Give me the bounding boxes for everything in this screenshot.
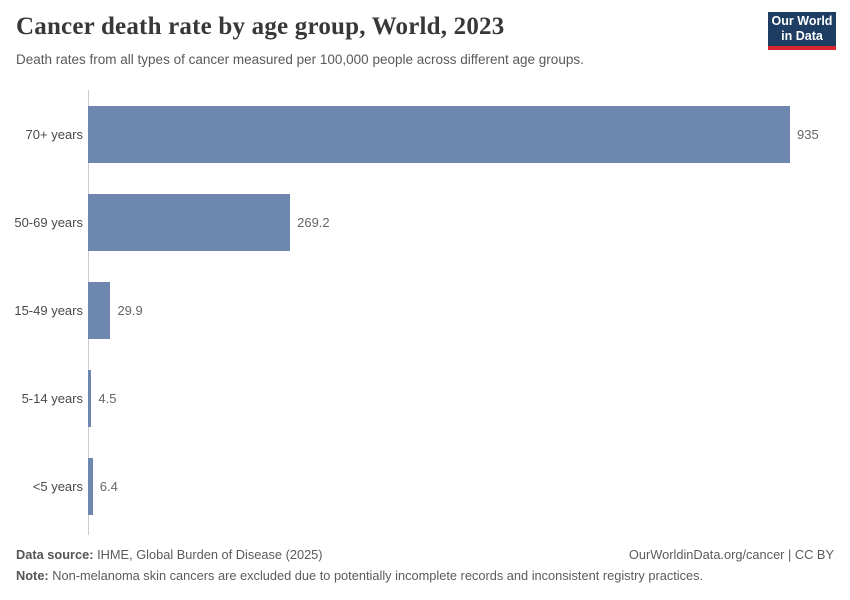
bar-area: 29.9: [88, 281, 143, 339]
bar-area: 6.4: [88, 457, 118, 515]
bar[interactable]: [88, 193, 291, 251]
data-source-text: IHME, Global Burden of Disease (2025): [93, 547, 323, 562]
chart-footer: Data source: IHME, Global Burden of Dise…: [16, 545, 834, 585]
category-label: 70+ years: [25, 126, 83, 142]
footnote-label: Note:: [16, 568, 49, 584]
value-label: 29.9: [117, 302, 143, 318]
category-label: 50-69 years: [14, 214, 83, 230]
footnote-text: Non-melanoma skin cancers are excluded d…: [48, 568, 704, 584]
category-label: 15-49 years: [14, 302, 83, 318]
owid-logo-line1: Our World: [771, 14, 833, 28]
bar-row: 5-14 years 4.5: [0, 354, 850, 442]
category-label: <5 years: [32, 478, 83, 494]
bar-row: 15-49 years 29.9: [0, 266, 850, 354]
owid-logo: Our World in Data: [768, 12, 836, 50]
category-label: 5-14 years: [21, 390, 83, 406]
license-link[interactable]: OurWorldinData.org/cancer | CC BY: [628, 547, 834, 562]
bar-row: 70+ years 935: [0, 90, 850, 178]
value-label: 6.4: [99, 478, 118, 494]
footnote: Note: Non-melanoma skin cancers are excl…: [16, 566, 834, 585]
owid-logo-line2: in Data: [781, 29, 823, 43]
page-title: Cancer death rate by age group, World, 2…: [16, 13, 505, 40]
bar-area: 935: [88, 105, 819, 163]
bar[interactable]: [88, 457, 93, 515]
value-label: 4.5: [98, 390, 117, 406]
value-label: 935: [797, 126, 819, 142]
bar-area: 269.2: [88, 193, 330, 251]
data-source: Data source: IHME, Global Burden of Dise…: [16, 545, 323, 564]
bar-area: 4.5: [88, 369, 117, 427]
bar-row: 50-69 years 269.2: [0, 178, 850, 266]
data-source-label: Data source:: [16, 547, 94, 562]
value-label: 269.2: [297, 214, 330, 230]
bar[interactable]: [88, 369, 92, 427]
bar-row: <5 years 6.4: [0, 442, 850, 530]
bar-chart: 70+ years 935 50-69 years 269.2 15-49 years 2…: [0, 90, 850, 535]
bar[interactable]: [88, 105, 790, 163]
bar-rows: 70+ years 935 50-69 years 269.2 15-49 years 2…: [0, 90, 850, 530]
bar[interactable]: [88, 281, 111, 339]
chart-subtitle: Death rates from all types of cancer mea…: [16, 52, 584, 67]
